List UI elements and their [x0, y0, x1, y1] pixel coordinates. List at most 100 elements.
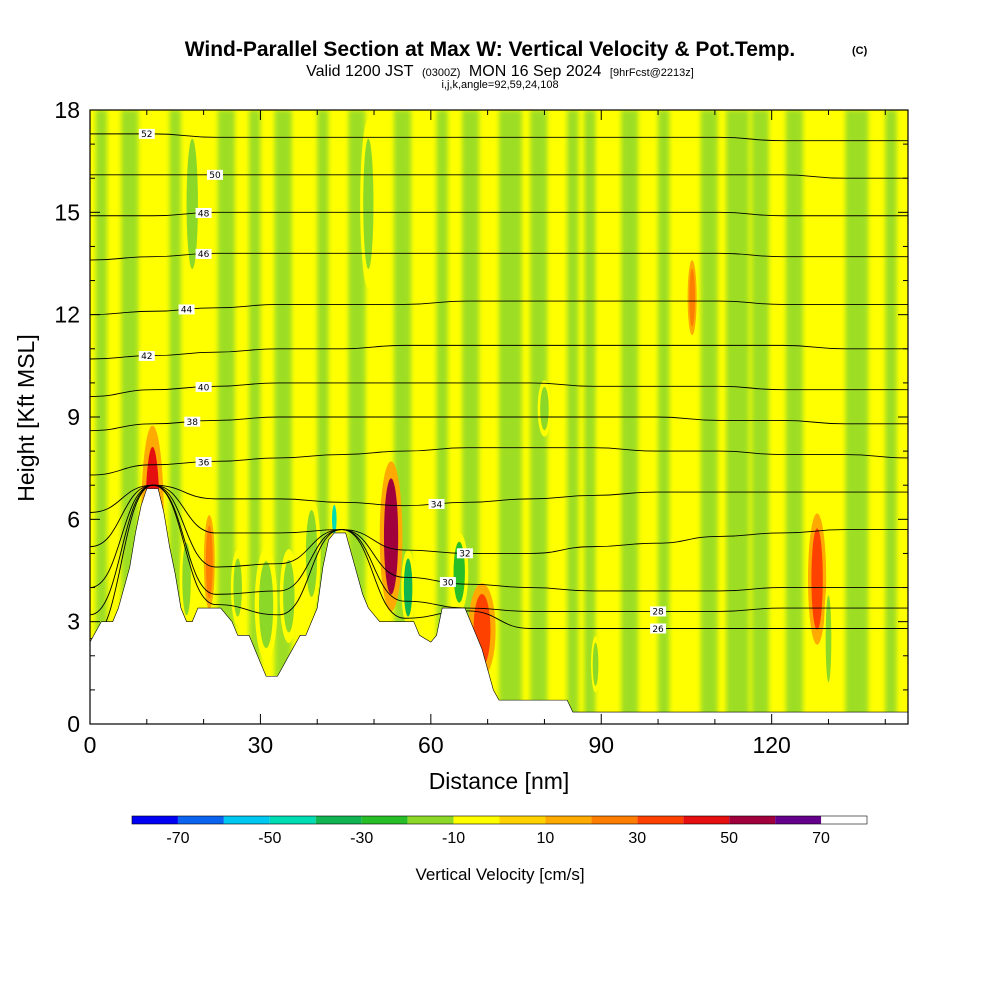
theta-contour-label-bg — [439, 577, 456, 588]
x-tick-label: 60 — [418, 732, 444, 758]
colorbar-swatch — [499, 816, 546, 824]
theta-contour-line — [90, 344, 908, 360]
colorbar-swatch — [545, 816, 592, 824]
theta-contour-labels: 26 28 30 32 34 36 38 40 42 44 46 48 50 52 — [138, 128, 667, 635]
colorbar-swatch — [223, 816, 270, 824]
theta-contour-label-bg — [206, 169, 223, 180]
theta-contour-label-bg — [650, 623, 667, 634]
theta-contour-label: 38 — [187, 418, 199, 428]
y-tick-label: 12 — [54, 302, 80, 328]
colorbar-swatch — [591, 816, 638, 824]
colorbar-swatch — [269, 816, 316, 824]
theta-contour-label-bg — [138, 350, 155, 361]
downdraft-core — [233, 558, 242, 617]
updraft-core — [811, 528, 823, 630]
weak-downdraft-band — [726, 110, 749, 724]
weak-downdraft-band — [885, 110, 897, 724]
weak-downdraft-band — [845, 110, 869, 724]
theta-contour-line — [90, 447, 908, 476]
theta-contour-label-bg — [195, 248, 212, 259]
y-axis-label: Height [Kft MSL] — [13, 334, 39, 501]
downdraft-core — [592, 642, 599, 687]
weak-downdraft-band — [785, 110, 803, 724]
colorbar-tick-label: -10 — [442, 830, 465, 847]
theta-contour-label: 36 — [198, 458, 210, 468]
colorbar-swatch — [729, 816, 776, 824]
colorbar-tick-label: 10 — [537, 830, 555, 847]
theta-contour-line — [90, 416, 908, 432]
colorbar-swatch — [315, 816, 362, 824]
x-axis: 0 30 60 90 120 — [84, 110, 886, 758]
theta-contour-label: 40 — [198, 383, 210, 393]
weak-downdraft-band — [217, 110, 235, 724]
downdraft-core — [331, 504, 337, 534]
theta-contour-label: 28 — [652, 608, 664, 618]
plot-area: 26 28 30 32 34 36 38 40 42 44 46 48 50 52 — [90, 110, 908, 724]
y-tick-label: 0 — [67, 711, 80, 737]
theta-contour-line — [90, 252, 908, 261]
theta-contour-label-bg — [428, 498, 445, 509]
x-tick-label: 30 — [248, 732, 274, 758]
x-tick-label: 90 — [588, 732, 614, 758]
theta-contour-label-bg — [195, 381, 212, 392]
subtitle-date: MON 16 Sep 2024 — [469, 63, 602, 80]
subtitle-forecast: [9hrFcst@2213z] — [610, 67, 694, 79]
y-tick-label: 18 — [54, 97, 80, 123]
weak-downdraft-band — [751, 110, 769, 724]
colorbar-swatch — [683, 816, 730, 824]
weak-downdraft-band — [169, 110, 181, 724]
colorbar-swatch — [407, 816, 454, 824]
colorbar-swatch — [361, 816, 408, 824]
theta-contours — [90, 133, 908, 640]
downdraft-core — [283, 559, 295, 633]
colorbar-tick-label: -70 — [166, 830, 189, 847]
weak-downdraft-band — [249, 110, 261, 724]
theta-contour-label-bg — [184, 416, 201, 427]
theta-contour-label-bg — [456, 548, 473, 559]
updraft-core — [383, 478, 399, 595]
colorbar-swatch — [453, 816, 500, 824]
y-tick-label: 3 — [67, 609, 80, 635]
x-tick-label: 0 — [84, 732, 97, 758]
colorbar-label: Vertical Velocity [cm/s] — [415, 865, 584, 884]
y-tick-label: 6 — [67, 506, 80, 532]
theta-contour-line — [90, 382, 908, 397]
theta-contour-line — [90, 484, 908, 592]
y-tick-label: 15 — [54, 199, 80, 225]
y-tick-label: 9 — [67, 404, 80, 430]
theta-contour-label: 48 — [198, 209, 210, 219]
theta-contour-label-bg — [195, 207, 212, 218]
theta-contour-line — [90, 211, 908, 217]
chart-subtitle: Valid 1200 JST (0300Z) MON 16 Sep 2024 [… — [306, 63, 694, 80]
colorbar-swatch — [637, 816, 684, 824]
chart-title: Wind-Parallel Section at Max W: Vertical… — [185, 38, 796, 61]
downdraft-core — [403, 558, 413, 617]
downdraft-core — [258, 561, 274, 649]
theta-contour-line — [90, 300, 908, 316]
downdraft-core — [363, 138, 374, 270]
theta-contour-label: 30 — [442, 578, 454, 588]
colorbar-tick-label: -30 — [350, 830, 373, 847]
downdraft-core — [540, 386, 549, 431]
theta-contour-label-bg — [138, 128, 155, 139]
downdraft-core — [825, 595, 832, 683]
theta-contour-line — [90, 484, 908, 616]
colorbar: -70 -50 -30 -10 10 30 50 70 — [131, 815, 868, 847]
theta-contour-label: 32 — [459, 550, 470, 560]
theta-contour-line — [90, 174, 908, 179]
subtitle-utc: (0300Z) — [422, 67, 461, 79]
chart-subtitle-indices: i,j,k,angle=92,59,24,108 — [441, 79, 558, 91]
theta-contour-label-bg — [195, 457, 212, 468]
weak-downdraft-band — [95, 110, 108, 724]
x-axis-label: Distance [nm] — [429, 768, 570, 794]
colorbar-swatch — [775, 816, 822, 824]
updraft-core — [205, 525, 213, 599]
colorbar-tick-label: 70 — [812, 830, 830, 847]
updraft-core — [689, 268, 695, 327]
colorbar-swatch — [177, 816, 224, 824]
colorbar-tick-label: -50 — [258, 830, 281, 847]
chart-title-mark: (C) — [852, 45, 868, 57]
theta-contour-label: 46 — [198, 250, 210, 260]
terrain-mask — [90, 488, 908, 724]
theta-contour-line — [90, 133, 908, 142]
